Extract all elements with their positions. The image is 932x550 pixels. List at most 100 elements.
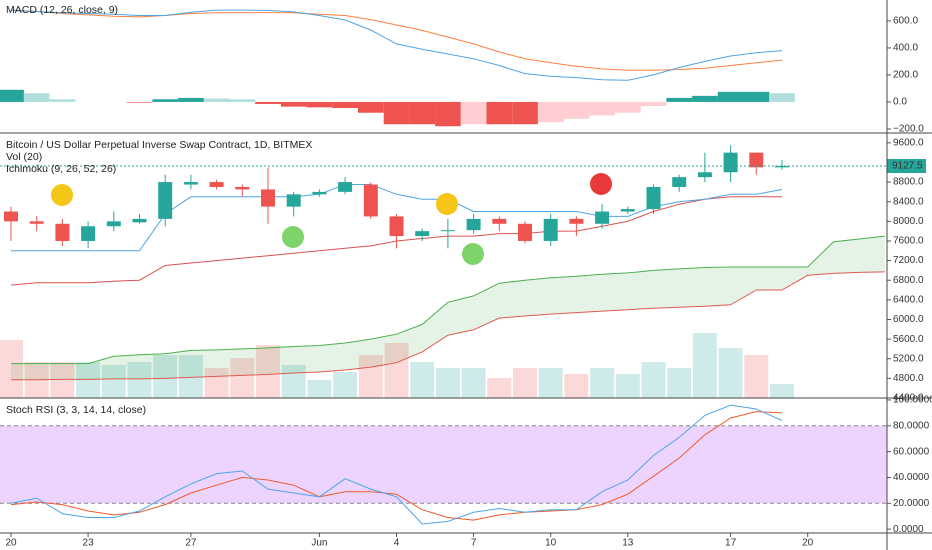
x-tick-label: 27 [185,538,197,549]
macd-line [10,9,783,81]
candle-body [723,152,738,173]
candle-body [132,218,147,223]
histogram-bar [640,101,667,106]
red-marker [590,173,612,195]
volume-bar [615,374,640,398]
candle-body [209,182,224,187]
volume-bar [256,345,280,398]
x-tick-label: 13 [622,538,634,549]
histogram-bar [178,97,204,102]
volume-bar [230,358,255,398]
volume-bar [178,355,203,398]
pane-title: MACD (12, 26, close, 9) [6,4,118,16]
y-tick-label: 60.0000 [893,446,930,457]
volume-bar [204,368,229,398]
x-tick-label: 20 [5,538,17,549]
k-line [10,404,783,525]
x-tick-label: 4 [394,538,400,549]
histogram-bar [512,101,538,125]
x-tick-label: 17 [725,538,737,549]
volume-bar [590,368,615,398]
histogram-bar [692,95,718,102]
y-tick-label: 5600.0 [893,334,924,345]
y-tick-label: 400.0 [893,43,918,54]
candle-body [749,152,764,168]
y-tick-label: 6800.0 [893,275,924,286]
volume-bar [667,368,692,398]
y-tick-label: 20.0000 [893,498,930,509]
y-tick-label: 100.0000 [893,395,932,406]
yellow-marker [436,193,458,215]
x-tick-label: 20 [802,538,814,549]
y-tick-label: 8400.0 [893,196,924,207]
histogram-bar [126,101,153,103]
volume-bar [435,368,460,398]
y-tick-label: 7200.0 [893,255,924,266]
histogram-bar [435,101,461,127]
y-tick-label: 5200.0 [893,353,924,364]
y-tick-label: 4800.0 [893,373,924,384]
histogram-bar [306,101,333,108]
lead-span-b [11,271,885,381]
candle-body [29,221,44,224]
volume-bar [770,384,794,398]
green-marker [282,226,304,248]
annotations [51,173,612,265]
candle-body [569,218,584,224]
volume-bar [153,355,178,398]
candle-body [4,211,18,222]
volume-bar [76,362,101,398]
y-tick-label: −200.0 [893,124,924,135]
pane-title: Bitcoin / US Dollar Perpetual Inverse Sw… [6,139,312,151]
volume-bar [538,368,563,398]
d-line [10,411,783,521]
x-tick-label: 23 [83,538,95,549]
signal-line [10,9,783,71]
yellow-marker [51,184,73,206]
histogram-bar [0,89,24,102]
y-tick-label: 80.0000 [893,420,930,431]
candle-body [286,194,301,207]
volume-bar [384,343,409,398]
candle-body [235,186,250,190]
y-tick-label: 7600.0 [893,236,924,247]
histogram-bar [383,101,410,125]
volume-bar [101,365,126,398]
y-tick-label: 9600.0 [893,137,924,148]
volume-bar [281,365,306,398]
histogram-bar [23,93,50,102]
candle-body [775,166,789,168]
volume-bar [333,372,358,398]
volume-bar [744,355,769,398]
histogram-bar [460,101,487,125]
histogram-bar [743,91,770,102]
volume-bar [307,380,332,398]
volume-bar [358,355,383,398]
candle-body [312,191,327,195]
candle-body [158,182,173,219]
candle-body [183,182,198,185]
x-tick-label: Jun [311,538,327,549]
band [0,425,887,504]
volume-bar [0,340,23,398]
pane-title: Stoch RSI (3, 3, 14, 14, close) [6,404,146,416]
histogram-bar [486,101,513,125]
x-tick-label: 7 [471,538,477,549]
histogram-bar [358,101,384,113]
histogram-bar [229,99,256,102]
candle-body [55,223,70,241]
candle-body [81,226,96,241]
histogram-bar [409,101,436,125]
candle-body [440,230,455,232]
histogram-bar [332,101,358,109]
y-tick-label: 8000.0 [893,216,924,227]
volume-bar [127,362,152,398]
histogram-bar [280,101,307,107]
y-tick-label: 0.0 [893,97,907,108]
y-tick-label: 40.0000 [893,472,930,483]
histogram-bar [615,101,641,113]
volume-bar [692,333,717,398]
y-tick-label: 0.0000 [893,524,924,535]
x-tick-label: 10 [545,538,557,549]
